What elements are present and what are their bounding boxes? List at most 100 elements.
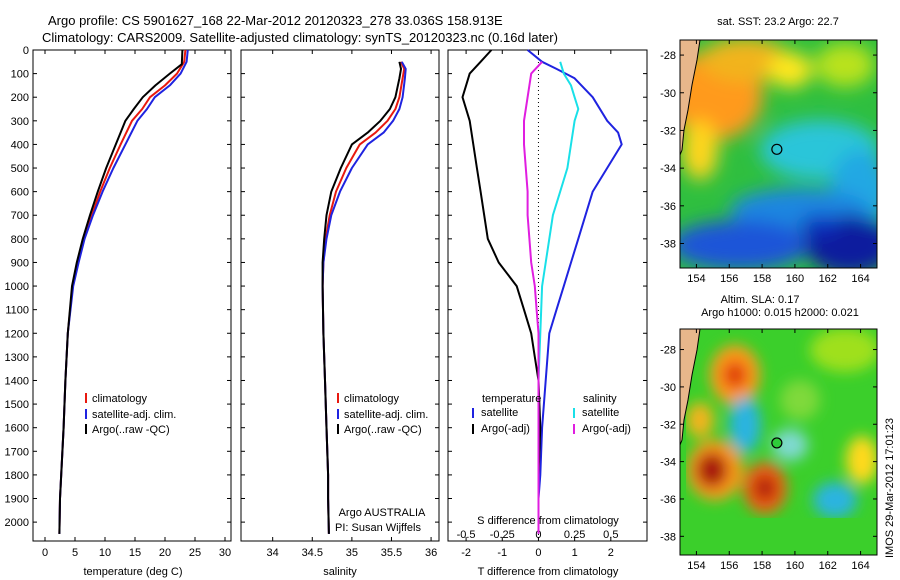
y-tick-label: 1400	[5, 375, 29, 387]
x-tick-label: 30	[219, 547, 231, 559]
x-tick-label: 0	[42, 547, 48, 559]
top-x-tick-label: -0.5	[457, 529, 476, 541]
legend-label-satellite: satellite-adj. clim.	[92, 409, 176, 421]
temperature-legend: climatology satellite-adj. clim. Argo(..…	[85, 393, 176, 436]
salinity-panel	[240, 49, 440, 542]
sla-map-title-line1: Altim. SLA: 0.17	[721, 294, 800, 306]
map-y-tick-label: -28	[660, 50, 676, 62]
difference-legend: temperature satellite Argo(-adj) salinit…	[472, 393, 631, 435]
map-x-tick-label: 160	[786, 560, 804, 572]
x-tick-label: 20	[159, 547, 171, 559]
y-tick-label: 1800	[5, 470, 29, 482]
top-x-tick-label: 0.25	[564, 529, 585, 541]
map-y-tick-label: -38	[660, 531, 676, 543]
map-y-tick-label: -38	[660, 239, 676, 251]
argo-note-country: Argo AUSTRALIA	[339, 507, 426, 519]
y-tick-label: 0	[23, 45, 29, 57]
legend-label-s-argo: Argo(-adj)	[582, 423, 631, 435]
temperature-plot: 0100200300400500600700800900100011001200…	[5, 45, 232, 559]
legend-label-climatology: climatology	[344, 393, 400, 405]
sst-map-axes: 154 156 158 160 162 164 -28 -30 -32 -34 -36 -38	[660, 40, 877, 285]
map-x-tick-label: 154	[687, 560, 705, 572]
legend-label-satellite: satellite-adj. clim.	[344, 409, 428, 421]
y-tick-label: 1700	[5, 446, 29, 458]
legend-label-argo: Argo(..raw -QC)	[92, 424, 170, 436]
y-tick-label: 1000	[5, 281, 29, 293]
sla-field-patches	[686, 329, 877, 518]
map-y-tick-label: -30	[660, 382, 676, 394]
y-tick-label: 900	[11, 257, 29, 269]
map-x-tick-label: 158	[753, 273, 771, 285]
salinity-legend: climatology satellite-adj. clim. Argo(..…	[337, 393, 428, 436]
map-y-tick-label: -30	[660, 88, 676, 100]
sst-heatmap	[680, 40, 877, 268]
difference-xlabel: T difference from climatology	[478, 566, 619, 578]
series-satellite	[526, 49, 623, 534]
sst-argo-marker	[771, 143, 783, 155]
figure-title-line1: Argo profile: CS 5901627_168 22-Mar-2012…	[48, 13, 503, 28]
legend-label-s-satellite: satellite	[582, 407, 619, 419]
y-tick-label: 100	[11, 69, 29, 81]
sla-land	[680, 329, 701, 446]
legend-label-argo: Argo(..raw -QC)	[344, 424, 422, 436]
x-tick-label: 10	[99, 547, 111, 559]
series-argo-adj-	[461, 49, 542, 534]
x-tick-label: 35.5	[381, 547, 402, 559]
x-tick-label: 2	[608, 547, 614, 559]
difference-top-label: S difference from climatology	[477, 515, 619, 527]
legend-label-t-satellite: satellite	[481, 407, 518, 419]
y-tick-label: 1900	[5, 494, 29, 506]
map-y-tick-label: -36	[660, 494, 676, 506]
sla-map-axes: 154 156 158 160 162 164 -28 -30 -32 -34 -36 -38	[660, 329, 877, 572]
legend-group-salinity: salinity	[583, 393, 617, 405]
sla-map-title-line2: Argo h1000: 0.015 h2000: 0.021	[701, 307, 859, 319]
map-x-tick-label: 156	[720, 273, 738, 285]
figure-title-line2: Climatology: CARS2009. Satellite-adjuste…	[42, 30, 558, 45]
y-tick-label: 700	[11, 210, 29, 222]
map-x-tick-label: 158	[753, 560, 771, 572]
top-x-tick-label: -0.25	[490, 529, 515, 541]
sla-argo-marker	[771, 437, 783, 449]
x-tick-label: 1	[572, 547, 578, 559]
sst-map-title: sat. SST: 23.2 Argo: 22.7	[717, 16, 839, 28]
y-tick-label: 2000	[5, 517, 29, 529]
map-y-tick-label: -28	[660, 345, 676, 357]
x-tick-label: 34.5	[302, 547, 323, 559]
x-tick-label: 35	[346, 547, 358, 559]
legend-label-climatology: climatology	[92, 393, 148, 405]
map-x-tick-label: 154	[687, 273, 705, 285]
y-tick-label: 500	[11, 163, 29, 175]
y-tick-label: 600	[11, 187, 29, 199]
side-timestamp: IMOS 29-Mar-2012 17:01:23	[884, 418, 896, 558]
y-tick-label: 200	[11, 92, 29, 104]
difference-panel	[447, 49, 648, 542]
map-y-tick-label: -34	[660, 163, 676, 175]
y-tick-label: 800	[11, 234, 29, 246]
y-tick-label: 400	[11, 139, 29, 151]
sst-field-patches	[680, 40, 877, 268]
x-tick-label: -1	[497, 547, 507, 559]
x-tick-label: -2	[461, 547, 471, 559]
map-x-tick-label: 164	[851, 560, 869, 572]
top-x-tick-label: 0.5	[603, 529, 618, 541]
sst-land	[680, 40, 701, 156]
map-y-tick-label: -36	[660, 201, 676, 213]
map-x-tick-label: 164	[851, 273, 869, 285]
temperature-xlabel: temperature (deg C)	[83, 566, 182, 578]
sla-map-frame	[679, 328, 878, 556]
map-x-tick-label: 162	[819, 560, 837, 572]
y-tick-label: 1100	[5, 305, 29, 317]
map-y-tick-label: -32	[660, 419, 676, 431]
y-tick-label: 1600	[5, 423, 29, 435]
salinity-plot: 34 34.5 35 35.5 36	[241, 49, 439, 559]
argo-note-pi: PI: Susan Wijffels	[335, 522, 421, 534]
series-argo-adj-	[523, 61, 543, 534]
series-argo-raw-qc-	[58, 49, 184, 534]
sst-map-frame	[679, 39, 878, 269]
x-tick-label: 5	[72, 547, 78, 559]
x-tick-label: 36	[425, 547, 437, 559]
y-tick-label: 1300	[5, 352, 29, 364]
map-x-tick-label: 156	[720, 560, 738, 572]
